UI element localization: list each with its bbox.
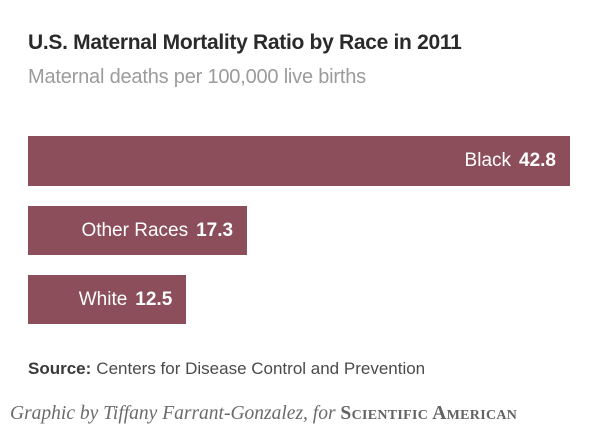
- credit-text: Graphic by Tiffany Farrant-Gonzalez, for: [10, 403, 341, 424]
- chart-title: U.S. Maternal Mortality Ratio by Race in…: [28, 31, 462, 54]
- bar-category-label: Other Races: [81, 219, 189, 241]
- bar-white: White 12.5: [28, 275, 187, 324]
- credit-line: Graphic by Tiffany Farrant-Gonzalez, for…: [10, 403, 517, 425]
- bar-label: Other Races 17.3: [81, 220, 233, 242]
- bar-value-label: 42.8: [519, 150, 556, 171]
- bar-chart: Black 42.8 Other Races 17.3 White 12.5: [28, 136, 570, 344]
- bar-value-label: 17.3: [196, 219, 234, 241]
- chart-subtitle: Maternal deaths per 100,000 live births: [28, 66, 366, 88]
- bar-label: Black 42.8: [465, 150, 556, 172]
- source-line: Source: Centers for Disease Control and P…: [28, 359, 425, 379]
- bar-row-other-races: Other Races 17.3: [28, 206, 570, 255]
- source-label: Source:: [28, 359, 92, 378]
- brand-logotype: Scientific American: [340, 403, 518, 424]
- source-text: Centers for Disease Control and Preventi…: [96, 359, 426, 378]
- bar-black: Black 42.8: [28, 136, 570, 186]
- bar-category-label: White: [78, 288, 128, 310]
- bar-label: White 12.5: [79, 289, 173, 311]
- bar-category-label: Black: [464, 150, 512, 171]
- bar-value-label: 12.5: [135, 288, 173, 310]
- bar-row-black: Black 42.8: [28, 136, 570, 186]
- bar-row-white: White 12.5: [28, 275, 570, 324]
- bar-other-races: Other Races 17.3: [28, 206, 248, 255]
